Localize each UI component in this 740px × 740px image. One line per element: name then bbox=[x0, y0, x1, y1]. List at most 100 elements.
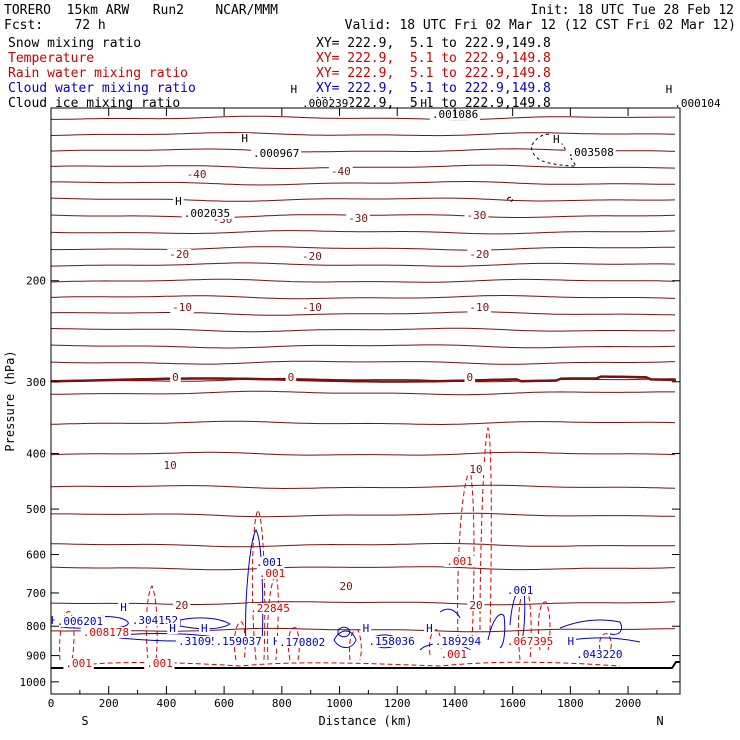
x-tick-label: 2000 bbox=[615, 697, 642, 710]
cloud-water-value-bg bbox=[366, 636, 417, 647]
ice-high-marker-bg bbox=[418, 98, 429, 109]
x-tick-label: 800 bbox=[272, 697, 292, 710]
rain-value-bg bbox=[444, 556, 475, 567]
y-tick-label: 200 bbox=[26, 275, 46, 288]
cloud-water-value: .158036 bbox=[368, 635, 414, 648]
rain-water-contours bbox=[59, 426, 621, 669]
isotherm-label-bg bbox=[346, 213, 370, 224]
rain-contour bbox=[251, 509, 266, 661]
rain-value: .001 bbox=[146, 657, 173, 670]
cloud-water-high-marker-bg bbox=[360, 623, 372, 634]
south-label: S bbox=[81, 714, 88, 728]
x-tick-label: 0 bbox=[48, 697, 55, 710]
ice-value-bg bbox=[250, 148, 302, 159]
cloud-water-contour bbox=[487, 613, 506, 649]
cloud-water-value-bg bbox=[253, 557, 285, 568]
isotherm-line bbox=[50, 360, 676, 365]
isotherm-line bbox=[50, 601, 676, 606]
cloud-water-high-marker: H bbox=[51, 614, 58, 627]
isotherm-line bbox=[50, 164, 676, 169]
ground-surface bbox=[51, 661, 680, 669]
isotherm-line bbox=[51, 512, 676, 518]
isotherm-label-bg bbox=[467, 600, 485, 611]
isotherm-label: -10 bbox=[302, 301, 322, 314]
cloud-water-high-marker: H bbox=[120, 601, 127, 614]
cloud-water-value: .189294 bbox=[435, 635, 482, 648]
isotherm-line bbox=[50, 344, 676, 349]
isotherm-label-bg bbox=[467, 302, 492, 313]
ice-high-marker: H bbox=[241, 132, 248, 145]
rain-contour bbox=[479, 426, 492, 631]
isotherm-line bbox=[50, 566, 676, 571]
ice-high-marker: H bbox=[175, 195, 182, 208]
ice-high-marker-bg bbox=[239, 133, 251, 144]
isotherm-label-bg bbox=[464, 210, 489, 221]
isotherm-label-bg bbox=[337, 581, 355, 592]
isotherm-label-bg bbox=[467, 464, 485, 475]
isotherm-line bbox=[51, 115, 675, 121]
cloud-water-high-marker-bg bbox=[565, 636, 577, 647]
isotherm-label-bg bbox=[210, 214, 235, 225]
rain-value-bg bbox=[144, 658, 175, 669]
y-tick-label: 400 bbox=[26, 447, 46, 460]
cloud-water-contour bbox=[179, 617, 231, 630]
rain-value-bg bbox=[256, 568, 288, 579]
cloud-water-value: .159037 bbox=[215, 635, 261, 648]
cloud-water-contour bbox=[559, 619, 623, 635]
contour-labels: -40 -40-30 -30 -30-20 -20 -20-10 -10 -100 0 010 10… bbox=[49, 83, 723, 670]
isotherm-line bbox=[50, 542, 676, 548]
isotherm-label-bg bbox=[464, 372, 476, 383]
ice-value-bg bbox=[300, 98, 351, 109]
ice-high-marker: H bbox=[666, 83, 673, 96]
cloud-ice-contour bbox=[507, 196, 514, 202]
cloud-water-value-bg bbox=[432, 636, 483, 647]
legend-name-temperature: Temperature bbox=[8, 51, 95, 66]
rain-contour bbox=[59, 661, 621, 669]
isotherm-line bbox=[50, 278, 676, 283]
ice-high-marker-bg bbox=[663, 84, 675, 95]
cloud-water-value-bg bbox=[213, 636, 264, 647]
cloud-water-value: .001 bbox=[256, 556, 282, 569]
isotherm-label: -30 bbox=[466, 209, 486, 222]
legend-xy-cloud-water: XY= 222.9, 5.1 to 222.9,149.8 bbox=[316, 81, 551, 96]
x-axis-label: Distance (km) bbox=[319, 714, 413, 728]
rain-value-bg bbox=[504, 636, 556, 647]
rain-value: .008178 bbox=[83, 626, 129, 639]
isotherm-label: 0 bbox=[466, 371, 473, 384]
legend-xy-temperature: XY= 222.9, 5.1 to 222.9,149.8 bbox=[316, 51, 551, 66]
isotherm-label-bg bbox=[170, 372, 181, 383]
rain-value-bg bbox=[438, 649, 469, 660]
cloud-water-value-bg bbox=[175, 636, 227, 647]
rain-value: .22845 bbox=[250, 602, 290, 615]
rain-value: .001 bbox=[446, 555, 473, 568]
isotherm-label: -10 bbox=[172, 301, 192, 314]
cloud-water-value: .170802 bbox=[279, 636, 325, 649]
ice-high-marker-bg bbox=[551, 134, 562, 145]
cloud-water-value-bg bbox=[276, 637, 328, 648]
isotherm-label: 0 bbox=[172, 371, 179, 384]
y-tick-label: 900 bbox=[26, 650, 46, 663]
model-title: TORERO 15km ARW Run2 NCAR/MMM bbox=[4, 3, 278, 18]
rain-value: .001 bbox=[65, 657, 92, 670]
isotherm-label: 0 bbox=[288, 371, 295, 384]
valid-time: Valid: 18 UTC Fri 02 Mar 12 (12 CST Fri … bbox=[344, 18, 736, 33]
legend-xy-snow: XY= 222.9, 5.1 to 222.9,149.8 bbox=[316, 36, 551, 51]
isotherm-label-bg bbox=[167, 249, 192, 260]
cloud-water-value-bg bbox=[574, 649, 625, 660]
cloud-water-value: .304152 bbox=[132, 614, 178, 627]
cloud-water-contour bbox=[439, 608, 461, 619]
rain-contour bbox=[145, 585, 158, 661]
ice-high-marker: H bbox=[553, 133, 560, 146]
freezing-level-line bbox=[50, 375, 677, 383]
ground-line bbox=[51, 661, 680, 669]
isotherm-label: 20 bbox=[340, 580, 353, 593]
ice-value: .003508 bbox=[567, 146, 613, 159]
rain-value-bg bbox=[63, 658, 94, 669]
isotherm-label: -30 bbox=[348, 212, 368, 225]
cloud-water-high-marker: H bbox=[567, 635, 574, 648]
rain-value: .001 bbox=[441, 648, 468, 661]
isotherm-label-bg bbox=[300, 251, 324, 262]
north-label: N bbox=[656, 714, 663, 728]
isotherm-line bbox=[50, 327, 675, 333]
cloud-water-value-bg bbox=[504, 585, 536, 596]
